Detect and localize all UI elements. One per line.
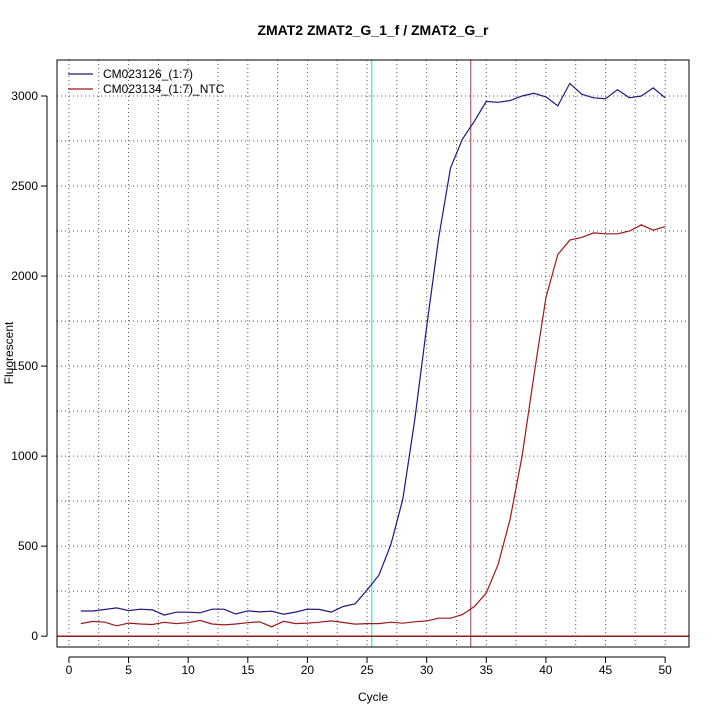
series-line-1 bbox=[80, 82, 666, 616]
series-line-2 bbox=[80, 224, 666, 628]
x-tick-label: 0 bbox=[66, 663, 73, 677]
y-tick-label: 2500 bbox=[11, 179, 38, 193]
series-lines bbox=[80, 82, 666, 628]
y-tick-label: 1000 bbox=[11, 449, 38, 463]
chart-title: ZMAT2 ZMAT2_G_1_f / ZMAT2_G_r bbox=[257, 22, 489, 38]
legend: CM023126_(1:7)CM023134_(1:7)_NTC bbox=[68, 67, 225, 96]
x-axis-label: Cycle bbox=[358, 690, 388, 704]
x-tick-label: 20 bbox=[301, 663, 315, 677]
grid bbox=[57, 60, 689, 647]
legend-label: CM023134_(1:7)_NTC bbox=[103, 82, 225, 96]
y-tick-label: 1500 bbox=[11, 359, 38, 373]
x-tick-label: 35 bbox=[480, 663, 494, 677]
x-tick-label: 50 bbox=[658, 663, 672, 677]
y-tick-label: 500 bbox=[18, 539, 38, 553]
y-axis-label: Fluorescent bbox=[2, 321, 16, 384]
y-tick-label: 2000 bbox=[11, 269, 38, 283]
y-tick-label: 0 bbox=[31, 629, 38, 643]
x-tick-label: 10 bbox=[181, 663, 195, 677]
x-axis: 0 5 10 15 20 25 30 35 40 45 50 bbox=[66, 656, 672, 677]
x-tick-label: 25 bbox=[360, 663, 374, 677]
reference-lines bbox=[57, 60, 689, 647]
legend-label: CM023126_(1:7) bbox=[103, 67, 193, 81]
x-tick-label: 40 bbox=[539, 663, 553, 677]
y-tick-label: 3000 bbox=[11, 89, 38, 103]
plot-frame bbox=[56, 59, 690, 648]
x-tick-label: 45 bbox=[599, 663, 613, 677]
y-axis: 0 500 1000 1500 2000 2500 3000 bbox=[11, 89, 48, 643]
x-tick-label: 5 bbox=[125, 663, 132, 677]
x-tick-label: 30 bbox=[420, 663, 434, 677]
x-tick-label: 15 bbox=[241, 663, 255, 677]
